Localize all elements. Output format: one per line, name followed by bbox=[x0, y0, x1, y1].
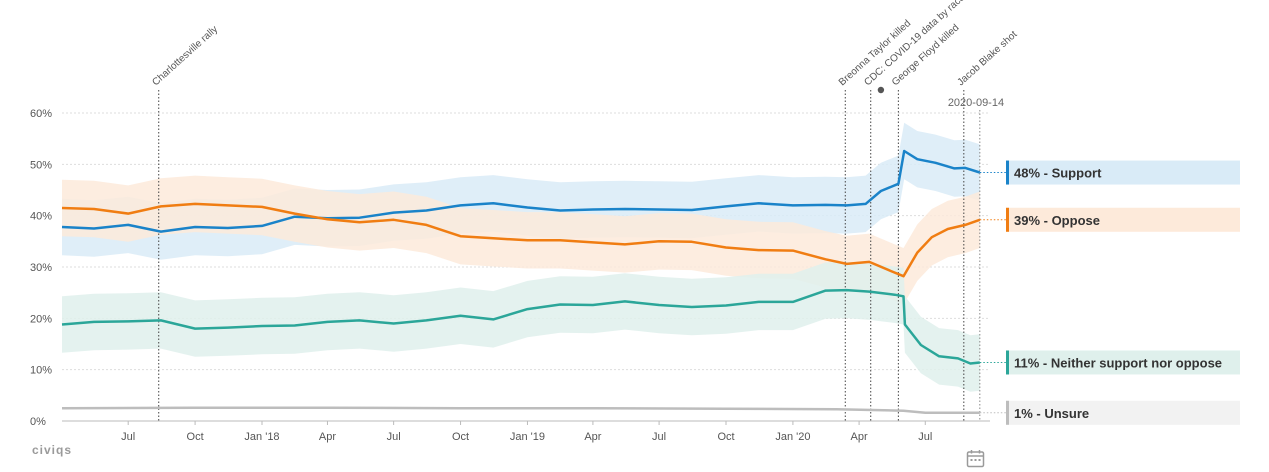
y-tick-label: 60% bbox=[30, 108, 52, 120]
series-line bbox=[61, 202, 981, 278]
x-tick-label: Jan '18 bbox=[244, 431, 279, 443]
y-tick-label: 0% bbox=[30, 416, 46, 428]
x-tick-label: Apr bbox=[319, 431, 336, 443]
x-tick-label: Jul bbox=[652, 431, 666, 443]
legend-box bbox=[1006, 207, 1240, 232]
y-tick-label: 20% bbox=[30, 313, 52, 325]
legend-label: 1% - Unsure bbox=[1014, 406, 1089, 421]
y-tick-label: 30% bbox=[30, 262, 52, 274]
series-line bbox=[61, 406, 980, 415]
y-tick-label: 50% bbox=[30, 159, 52, 171]
annotation-label: Charlottesville rally bbox=[150, 24, 220, 88]
series-band bbox=[62, 261, 980, 392]
y-tick-label: 10% bbox=[30, 365, 52, 377]
x-tick-label: Jul bbox=[918, 431, 932, 443]
series-line bbox=[61, 288, 980, 365]
civiqs-logo: civiqs bbox=[32, 443, 73, 457]
series-line bbox=[61, 149, 981, 233]
annotation-dot bbox=[877, 86, 885, 94]
legend-accent bbox=[1006, 350, 1009, 375]
x-tick-label: Jul bbox=[121, 431, 135, 443]
x-tick-label: Oct bbox=[187, 431, 204, 443]
x-tick-label: Apr bbox=[851, 431, 868, 443]
legend-accent bbox=[1006, 160, 1009, 185]
x-tick-label: Oct bbox=[452, 431, 469, 443]
annotation-label: Jacob Blake shot bbox=[955, 29, 1019, 88]
y-tick-label: 40% bbox=[30, 211, 52, 223]
legend-label: 11% - Neither support nor oppose bbox=[1014, 355, 1222, 370]
x-tick-label: Apr bbox=[584, 431, 601, 443]
x-tick-label: Jul bbox=[387, 431, 401, 443]
x-tick-label: Oct bbox=[717, 431, 734, 443]
legend-box bbox=[1006, 160, 1240, 185]
legend-box bbox=[1006, 400, 1240, 425]
x-tick-label: Jan '19 bbox=[510, 431, 545, 443]
current-date-label: 2020-09-14 bbox=[948, 97, 1004, 109]
calendar-icon[interactable] bbox=[966, 449, 985, 468]
legend-label: 39% - Oppose bbox=[1014, 213, 1100, 228]
legend-accent bbox=[1006, 207, 1009, 232]
legend-box bbox=[1006, 350, 1240, 375]
legend-accent bbox=[1006, 400, 1009, 425]
legend-label: 48% - Support bbox=[1014, 166, 1102, 181]
x-tick-label: Jan '20 bbox=[775, 431, 810, 443]
